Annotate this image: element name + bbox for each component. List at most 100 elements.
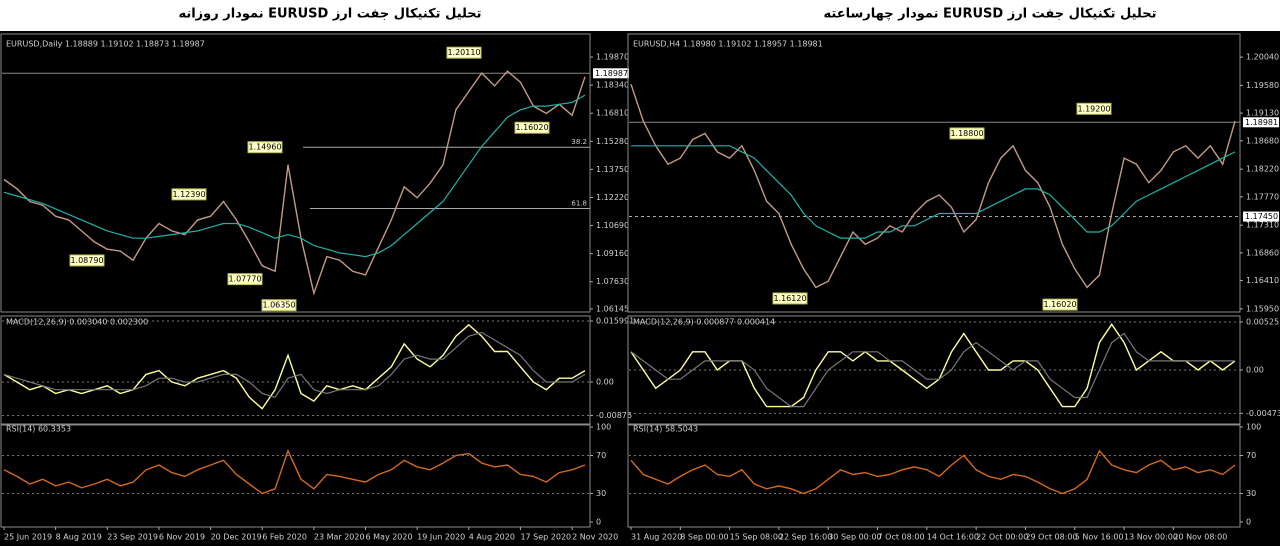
price-box [1243,117,1279,128]
chart-title: تحلیل تکنیکال جفت ارز EURUSD نمودار چهار… [824,7,1157,22]
annotation-label: 1.08790 [70,256,103,265]
y-tick-label: 1.10690 [596,221,629,230]
chart-title: تحلیل تکنیکال جفت ارز EURUSD نمودار روزا… [178,7,481,22]
y-tick-label: 1.16860 [1246,248,1279,257]
annotation-label: 1.06350 [262,301,295,310]
x-tick-label: 6 Feb 2020 [262,533,307,542]
level-label: 38.2 [571,138,587,146]
y-tick-label: 1.15280 [596,137,629,146]
level-label: 1.17450 [1245,212,1278,221]
y-tick-label: 1.07630 [596,277,629,286]
annotation-box [261,299,297,312]
series-line [3,70,586,296]
y-tick-label: 30 [1246,489,1256,498]
y-tick-label: 1.18680 [1246,136,1279,145]
y-tick-label: 1.16410 [1246,276,1279,285]
price-label: 1.18981 [1245,118,1278,127]
y-tick-label: 0.00 [596,378,614,387]
x-tick-label: 22 Oct 00:00 [976,533,1028,542]
panel-frame [0,315,591,425]
y-tick-label: 1.20040 [1246,53,1279,62]
x-tick-label: 22 Sep 16:00 [779,533,832,542]
panel-frame [0,33,591,313]
price-box [593,68,629,79]
panel-info: MACD(12,26,9) 0.000877 0.000414 [633,318,775,327]
header-bar [0,0,1280,31]
annotation-box [1076,102,1112,115]
x-tick-label: 29 Oct 08:00 [1025,533,1077,542]
y-tick-label: 1.06145 [596,304,629,313]
y-tick-label: 100 [596,423,611,432]
y-tick-label: 1.18220 [1246,165,1279,174]
y-tick-label: 70 [596,451,606,460]
annotation-label: 1.20110 [447,48,480,57]
x-tick-label: 20 Dec 2019 [211,533,262,542]
y-tick-label: 30 [596,489,606,498]
series-line [630,449,1236,495]
annotation-box [772,292,808,305]
y-tick-label: 1.18340 [596,81,629,90]
x-tick-label: 4 Aug 2020 [469,533,515,542]
x-tick-label: 7 Oct 08:00 [878,533,925,542]
annotation-box [1042,298,1078,311]
panel-info: EURUSD,Daily 1.18889 1.19102 1.18873 1.1… [6,40,205,49]
x-tick-label: 30 Sep 00:00 [828,533,881,542]
price-label: 1.18987 [595,69,628,78]
series-line [630,83,1236,289]
x-tick-label: 17 Sep 2020 [520,533,571,542]
x-tick-label: 31 Aug 2020 [631,533,682,542]
y-tick-label: 0 [1246,518,1251,527]
annotation-label: 1.16020 [1043,300,1076,309]
y-tick-label: 100 [1246,423,1261,432]
annotation-label: 1.18800 [950,129,983,138]
y-tick-label: 1.16810 [596,109,629,118]
y-tick-label: 1.13750 [596,165,629,174]
x-tick-label: 2 Nov 2020 [572,533,618,542]
panel-info: EURUSD,H4 1.18980 1.19102 1.18957 1.1898… [633,40,823,49]
series-line [630,332,1235,408]
x-tick-label: 8 Sep 00:00 [680,533,728,542]
y-tick-label: 1.09160 [596,249,629,258]
annotation-label: 1.16020 [515,123,548,132]
y-tick-label: 1.17770 [1246,192,1279,201]
x-tick-label: 13 Nov 00:00 [1124,533,1178,542]
annotation-box [171,188,207,201]
annotation-label: 1.07770 [228,275,261,284]
annotation-box [949,127,985,140]
annotation-box [446,46,482,59]
panel-info: RSI(14) 60.3353 [6,425,71,434]
panel-info: RSI(14) 58.5043 [633,425,698,434]
x-tick-label: 15 Sep 08:00 [730,533,783,542]
series-line [3,331,586,398]
y-tick-label: 1.19130 [1246,109,1279,118]
series-line [3,94,586,258]
x-tick-label: 19 Jun 2020 [417,533,465,542]
y-tick-label: 70 [1246,451,1256,460]
series-line [3,323,586,410]
y-tick-label: -0.004732 [1246,409,1280,418]
x-tick-label: 6 May 2020 [366,533,413,542]
y-tick-label: 1.19870 [596,53,629,62]
annotation-label: 1.19200 [1077,104,1110,113]
panel-frame [0,424,591,528]
y-tick-label: 0.00525 [1246,318,1279,327]
annotation-label: 1.16120 [773,294,806,303]
x-tick-label: 5 Nov 16:00 [1075,533,1124,542]
y-tick-label: 0 [596,518,601,527]
panel-frame [627,424,1241,528]
y-tick-label: 0.015991 [596,316,634,325]
series-line [631,145,1236,239]
y-tick-label: 0.00 [1246,366,1264,375]
level-label: 61.8 [571,199,587,207]
y-tick-label: 1.19580 [1246,81,1279,90]
annotation-box [247,141,283,154]
panel-info: MACD(12,26,9) 0.003040 0.002300 [6,318,148,327]
y-tick-label: 1.17310 [1246,221,1279,230]
x-tick-label: 23 Mar 2020 [314,533,365,542]
annotation-box [227,273,263,286]
level-box [1243,211,1279,222]
y-tick-label: 1.15950 [1246,304,1279,313]
x-tick-label: 25 Jun 2019 [4,533,52,542]
